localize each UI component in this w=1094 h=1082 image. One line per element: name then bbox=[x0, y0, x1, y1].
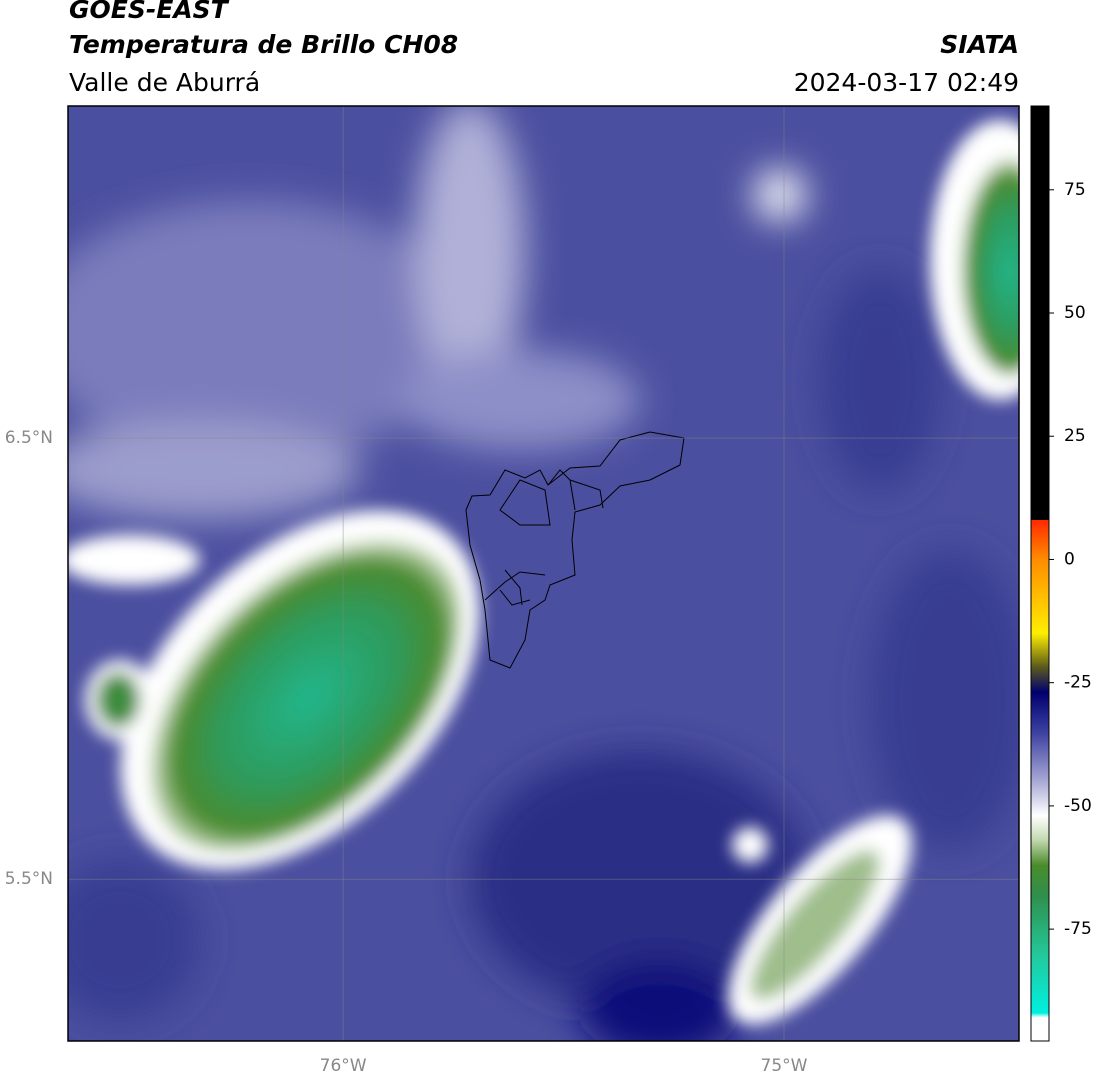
grid bbox=[68, 106, 1019, 1041]
colorbar-tick-label: 50 bbox=[1064, 303, 1086, 323]
y-tick-label: 5.5°N bbox=[5, 869, 53, 889]
colorbar-tick-label: -25 bbox=[1064, 673, 1092, 693]
map-frame bbox=[67, 105, 1020, 1042]
colorbar-tick-label: 25 bbox=[1064, 426, 1086, 446]
source: SIATA bbox=[940, 30, 1019, 59]
colorbar-tick-label: -75 bbox=[1064, 919, 1092, 939]
colorbar-tick-label: 0 bbox=[1064, 549, 1075, 569]
y-tick-label: 6.5°N bbox=[5, 428, 53, 448]
colorbar-tick-label: -50 bbox=[1064, 796, 1092, 816]
satellite-image bbox=[68, 106, 1019, 1041]
datetime: 2024-03-17 02:49 bbox=[794, 68, 1019, 97]
title: GOES-EAST bbox=[69, 0, 230, 24]
municipal-boundaries bbox=[465, 431, 685, 669]
x-tick-label: 75°W bbox=[761, 1056, 808, 1076]
x-tick-label: 76°W bbox=[320, 1056, 367, 1076]
colorbar bbox=[1030, 105, 1050, 1042]
subtitle: Temperatura de Brillo CH08 bbox=[69, 30, 458, 59]
colorbar-tick-label: 75 bbox=[1064, 180, 1086, 200]
region: Valle de Aburrá bbox=[69, 68, 260, 97]
